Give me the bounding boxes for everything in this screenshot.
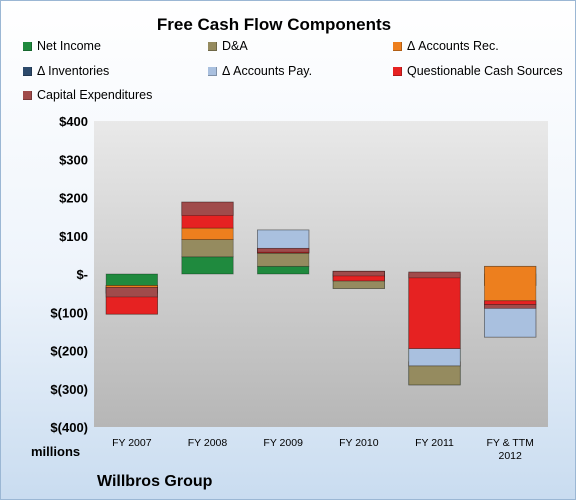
legend-swatch [23,41,32,51]
bar-segment-capital-expenditures [484,304,537,309]
company-name: Willbros Group [97,473,213,490]
bar-segment-capital-expenditures [408,271,461,279]
bar-segment-capital-expenditures [332,270,385,277]
x-tick-label: FY 2009 [263,437,303,449]
chart-title: Free Cash Flow Components [156,15,392,34]
legend-label: Capital Expenditures [37,88,153,102]
x-tick-label: FY 2010 [339,437,379,449]
bar-segment-accounts-rec [181,227,234,240]
y-tick-label: $(400) [50,420,88,435]
legend-label: Δ Inventories [37,64,110,78]
legend-swatch [23,90,32,100]
x-tick-label: FY 2007 [112,437,152,449]
y-tick-label: $300 [59,152,88,167]
legend-swatch [208,66,217,76]
legend-item-accounts-rec: Δ Accounts Rec. [393,39,499,53]
legend-label: Net Income [37,39,101,53]
y-tick-label: $(200) [50,344,88,359]
y-axis: $400 $300 $200 $100 $- $(100) $(200) $(300) $(40… [50,114,88,435]
bar-segment-capital-expenditures [257,247,310,253]
x-tick-label-line: 2012 [498,450,522,462]
legend-swatch [23,66,32,76]
y-tick-label: $200 [59,191,88,206]
x-tick-label: FY 2011 [415,437,454,449]
y-tick-label: $400 [59,114,88,129]
legend-swatch [393,41,402,51]
legend-swatch [208,41,217,51]
plot-background [94,121,548,427]
bar-segment-net-income [181,256,234,275]
bar-segment-net-income [257,265,310,275]
y-tick-label: $100 [59,229,88,244]
bars [105,201,537,386]
legend-item-da: D&A [208,39,248,53]
y-tick-label: $(100) [50,305,88,320]
y-tick-label: $(300) [50,382,88,397]
bar-segment-d-a [181,239,234,258]
x-tick-label: FY & TTM 2012 [486,437,533,462]
legend-label: D&A [222,39,248,53]
legend-item-inventories: Δ Inventories [23,64,109,78]
legend-item-questionable-cash: Questionable Cash Sources [393,64,563,78]
plot-area [94,121,548,427]
x-tick-label-line: FY & TTM [486,437,533,449]
legend-label: Δ Accounts Pay. [222,64,313,78]
y-tick-label: $- [76,267,88,282]
x-axis: FY 2007 FY 2008 FY 2009 FY 2010 FY 2011 FY & … [112,437,534,462]
legend-label: Questionable Cash Sources [407,64,563,78]
legend-item-net-income: Net Income [23,39,101,53]
bar-segment-d-a [257,252,310,267]
x-tick-label: FY 2008 [188,437,228,449]
bar-segment-questionable-cash-sources [408,271,461,349]
y-units-label: millions [31,444,81,459]
legend-item-accounts-pay: Δ Accounts Pay. [208,64,312,78]
bar-segment-accounts-pay [408,348,461,367]
legend-item-capex: Capital Expenditures [23,88,152,102]
bar-segment-questionable-cash-sources [484,300,537,305]
bar-segment-capital-expenditures [105,286,158,298]
bar-segment-capital-expenditures [181,201,234,216]
legend-label: Δ Accounts Rec. [407,39,499,53]
legend-swatch [393,66,402,76]
